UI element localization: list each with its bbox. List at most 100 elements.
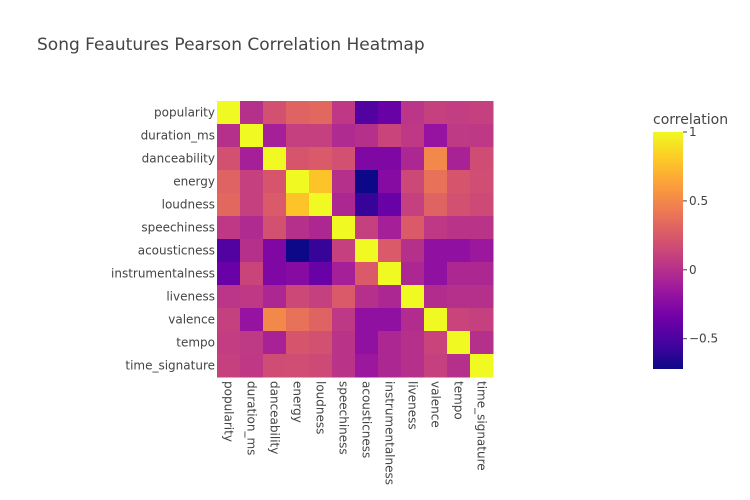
heatmap-cell-tempo-loudness <box>309 331 333 355</box>
colorbar-tick-label: 1 <box>689 125 697 139</box>
heatmap-cell-danceability-time_signature <box>470 147 494 171</box>
x-tick-label-loudness: loudness <box>314 381 328 434</box>
heatmap-cell-tempo-popularity <box>217 331 241 355</box>
heatmap-cell-tempo-valence <box>424 331 448 355</box>
colorbar: 1 0.5 0 −0.5 <box>653 125 718 369</box>
heatmap-cell-speechiness-duration_ms <box>240 216 264 240</box>
heatmap-cell-liveness-liveness <box>401 285 425 309</box>
heatmap-cell-valence-danceability <box>263 308 287 332</box>
heatmap-cell-valence-liveness <box>401 308 425 332</box>
x-tick-label-liveness: liveness <box>406 381 420 430</box>
heatmap-cell-popularity-time_signature <box>470 101 494 125</box>
heatmap-cell-duration_ms-valence <box>424 124 448 148</box>
x-tick-label-tempo: tempo <box>452 381 466 420</box>
heatmap-cell-acousticness-duration_ms <box>240 239 264 263</box>
heatmap-cell-speechiness-popularity <box>217 216 241 240</box>
colorbar-tick-label: −0.5 <box>689 332 718 346</box>
heatmap-cell-valence-tempo <box>447 308 471 332</box>
heatmap-cell-popularity-liveness <box>401 101 425 125</box>
y-tick-label-liveness: liveness <box>166 290 215 304</box>
heatmap-cell-danceability-speechiness <box>332 147 356 171</box>
heatmap-cell-time_signature-valence <box>424 354 448 378</box>
y-tick-label-tempo: tempo <box>176 336 215 350</box>
heatmap-cell-tempo-speechiness <box>332 331 356 355</box>
heatmap-cell-liveness-tempo <box>447 285 471 309</box>
heatmap-cell-popularity-popularity <box>217 101 241 125</box>
heatmap-cell-popularity-instrumentalness <box>378 101 402 125</box>
heatmap-cell-tempo-tempo <box>447 331 471 355</box>
heatmap-cell-danceability-duration_ms <box>240 147 264 171</box>
heatmap-cell-loudness-valence <box>424 193 448 217</box>
heatmap-cell-time_signature-danceability <box>263 354 287 378</box>
heatmap-cell-valence-speechiness <box>332 308 356 332</box>
heatmap-cell-danceability-acousticness <box>355 147 379 171</box>
heatmap-cell-instrumentalness-tempo <box>447 262 471 286</box>
colorbar-tick-label: 0.5 <box>689 194 708 208</box>
heatmap-cell-popularity-energy <box>286 101 310 125</box>
heatmap-cell-instrumentalness-energy <box>286 262 310 286</box>
heatmap-cell-acousticness-popularity <box>217 239 241 263</box>
heatmap-cell-loudness-duration_ms <box>240 193 264 217</box>
heatmap-cell-instrumentalness-liveness <box>401 262 425 286</box>
x-tick-label-danceability: danceability <box>268 381 282 454</box>
y-tick-label-time_signature: time_signature <box>125 359 215 373</box>
heatmap-cell-popularity-danceability <box>263 101 287 125</box>
heatmap-cell-valence-instrumentalness <box>378 308 402 332</box>
heatmap-cell-instrumentalness-valence <box>424 262 448 286</box>
heatmap-cell-liveness-energy <box>286 285 310 309</box>
heatmap-cell-duration_ms-popularity <box>217 124 241 148</box>
y-tick-label-loudness: loudness <box>162 198 215 212</box>
x-tick-label-energy: energy <box>291 381 305 423</box>
heatmap-cell-time_signature-energy <box>286 354 310 378</box>
heatmap-cell-energy-acousticness <box>355 170 379 194</box>
heatmap-cell-instrumentalness-danceability <box>263 262 287 286</box>
x-tick-label-acousticness: acousticness <box>360 381 374 458</box>
heatmap-cell-danceability-liveness <box>401 147 425 171</box>
heatmap-cell-loudness-loudness <box>309 193 333 217</box>
y-tick-label-instrumentalness: instrumentalness <box>111 267 215 281</box>
heatmap-cell-energy-time_signature <box>470 170 494 194</box>
heatmap-cell-loudness-tempo <box>447 193 471 217</box>
heatmap-cell-valence-popularity <box>217 308 241 332</box>
heatmap-cell-duration_ms-loudness <box>309 124 333 148</box>
heatmap-cell-speechiness-loudness <box>309 216 333 240</box>
heatmap-cell-duration_ms-energy <box>286 124 310 148</box>
heatmap-cell-energy-tempo <box>447 170 471 194</box>
heatmap-cell-liveness-time_signature <box>470 285 494 309</box>
heatmap-cell-liveness-instrumentalness <box>378 285 402 309</box>
heatmap-cell-liveness-valence <box>424 285 448 309</box>
y-tick-label-valence: valence <box>168 313 215 327</box>
heatmap-cell-valence-valence <box>424 308 448 332</box>
chart-title: Song Feautures Pearson Correlation Heatm… <box>37 35 425 55</box>
heatmap-cell-danceability-loudness <box>309 147 333 171</box>
heatmap-cell-valence-duration_ms <box>240 308 264 332</box>
x-tick-label-speechiness: speechiness <box>337 381 351 455</box>
heatmap-cell-acousticness-speechiness <box>332 239 356 263</box>
heatmap-cell-speechiness-time_signature <box>470 216 494 240</box>
heatmap-cell-tempo-acousticness <box>355 331 379 355</box>
heatmap-cell-duration_ms-acousticness <box>355 124 379 148</box>
heatmap-cell-popularity-duration_ms <box>240 101 264 125</box>
heatmap-cell-instrumentalness-loudness <box>309 262 333 286</box>
heatmap-cell-instrumentalness-acousticness <box>355 262 379 286</box>
heatmap-cell-energy-popularity <box>217 170 241 194</box>
heatmap-cell-speechiness-valence <box>424 216 448 240</box>
heatmap-cell-energy-liveness <box>401 170 425 194</box>
heatmap-cell-time_signature-instrumentalness <box>378 354 402 378</box>
heatmap-cell-instrumentalness-speechiness <box>332 262 356 286</box>
colorbar-title: correlation <box>653 112 728 128</box>
heatmap-cell-liveness-danceability <box>263 285 287 309</box>
heatmap-cell-time_signature-liveness <box>401 354 425 378</box>
heatmap-cell-energy-energy <box>286 170 310 194</box>
heatmap-cell-popularity-loudness <box>309 101 333 125</box>
heatmap-cell-acousticness-time_signature <box>470 239 494 263</box>
heatmap-cell-danceability-valence <box>424 147 448 171</box>
heatmap-cell-popularity-tempo <box>447 101 471 125</box>
colorbar-gradient <box>653 132 683 369</box>
heatmap-cell-popularity-valence <box>424 101 448 125</box>
heatmap-cell-time_signature-loudness <box>309 354 333 378</box>
heatmap-cell-tempo-time_signature <box>470 331 494 355</box>
heatmap-cell-tempo-energy <box>286 331 310 355</box>
heatmap-cell-loudness-instrumentalness <box>378 193 402 217</box>
